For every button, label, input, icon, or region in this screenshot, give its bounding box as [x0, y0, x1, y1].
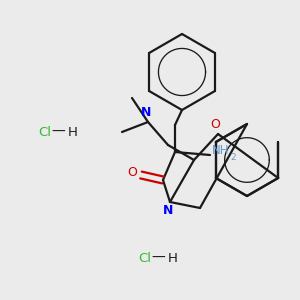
Text: N: N — [163, 204, 173, 217]
Text: —: — — [151, 251, 165, 265]
Text: H: H — [68, 125, 78, 139]
Text: —: — — [51, 125, 65, 139]
Text: O: O — [210, 118, 220, 130]
Text: O: O — [127, 167, 137, 179]
Text: 2: 2 — [230, 152, 236, 161]
Text: NH: NH — [212, 143, 230, 157]
Text: Cl: Cl — [138, 251, 151, 265]
Text: N: N — [141, 106, 151, 119]
Text: H: H — [168, 251, 178, 265]
Text: Cl: Cl — [38, 125, 51, 139]
